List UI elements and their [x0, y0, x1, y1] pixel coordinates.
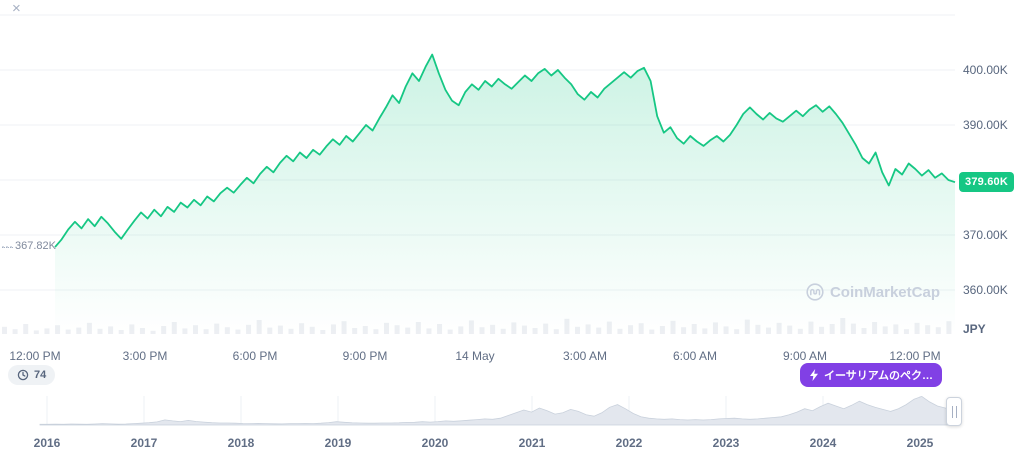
price-area — [55, 54, 955, 334]
price-line — [54, 53, 956, 248]
timeline-year-label[interactable]: 2016 — [33, 436, 61, 450]
lightning-icon — [809, 369, 818, 381]
history-count: 74 — [34, 369, 47, 381]
x-axis-label: 3:00 PM — [122, 349, 168, 363]
y-axis-label: 400.00K — [963, 63, 1008, 77]
y-axis-label: 390.00K — [963, 118, 1008, 132]
volume-bar — [33, 330, 39, 334]
timeline-drag-handle[interactable] — [946, 397, 962, 426]
timeline-year-label[interactable]: 2017 — [130, 436, 158, 450]
volume-bar — [2, 326, 7, 334]
x-axis: 12:00 PM 3:00 PM 6:00 PM 9:00 PM 14 May 3:00 … — [0, 349, 1024, 365]
close-icon[interactable]: × — [12, 0, 21, 17]
x-axis-label: 12:00 PM — [9, 349, 61, 363]
x-axis-label: 3:00 AM — [562, 349, 608, 363]
history-count-badge[interactable]: 74 — [8, 365, 56, 385]
timeline-year-label[interactable]: 2020 — [421, 436, 449, 450]
price-chart-canvas[interactable]: 400.00K 390.00K 370.00K 360.00K — [0, 0, 1024, 344]
watermark-text: CoinMarketCap — [829, 283, 940, 301]
volume-bar — [12, 329, 18, 334]
event-annotation-text: イーサリアムのペク… — [823, 370, 933, 382]
y-axis-label: 360.00K — [963, 283, 1008, 297]
event-annotation-badge[interactable]: イーサリアムのペク… — [799, 363, 942, 387]
timeline-minimap[interactable] — [0, 394, 1024, 430]
timeline-year-label[interactable]: 2022 — [615, 436, 643, 450]
coinmarketcap-logo-icon — [806, 283, 824, 301]
timeline-year-label[interactable]: 2021 — [518, 436, 546, 450]
x-axis-label: 14 May — [455, 349, 495, 363]
watermark: CoinMarketCap — [806, 283, 940, 301]
x-axis-label: 9:00 PM — [342, 349, 388, 363]
current-price-badge: 379.60K — [959, 172, 1014, 193]
timeline-year-axis: 2016 2017 2018 2019 2020 2021 2022 2023 2024 2025 — [0, 436, 1024, 452]
timeline-year-label[interactable]: 2024 — [809, 436, 837, 450]
volume-bar — [44, 328, 50, 334]
timeline-year-label[interactable]: 2023 — [712, 436, 740, 450]
x-axis-label: 9:00 AM — [782, 349, 828, 363]
timeline-year-label[interactable]: 2018 — [227, 436, 255, 450]
min-price-label: 367.82K — [2, 239, 56, 252]
clock-icon — [17, 369, 29, 381]
y-axis-label: 370.00K — [963, 228, 1008, 242]
x-axis-label: 6:00 AM — [672, 349, 718, 363]
x-axis-label: 12:00 PM — [889, 349, 941, 363]
history-area — [39, 395, 954, 426]
timeline-year-label[interactable]: 2025 — [906, 436, 934, 450]
volume-bar — [23, 324, 29, 334]
timeline-year-label[interactable]: 2019 — [324, 436, 352, 450]
currency-label: JPY — [963, 322, 986, 336]
x-axis-label: 6:00 PM — [232, 349, 278, 363]
